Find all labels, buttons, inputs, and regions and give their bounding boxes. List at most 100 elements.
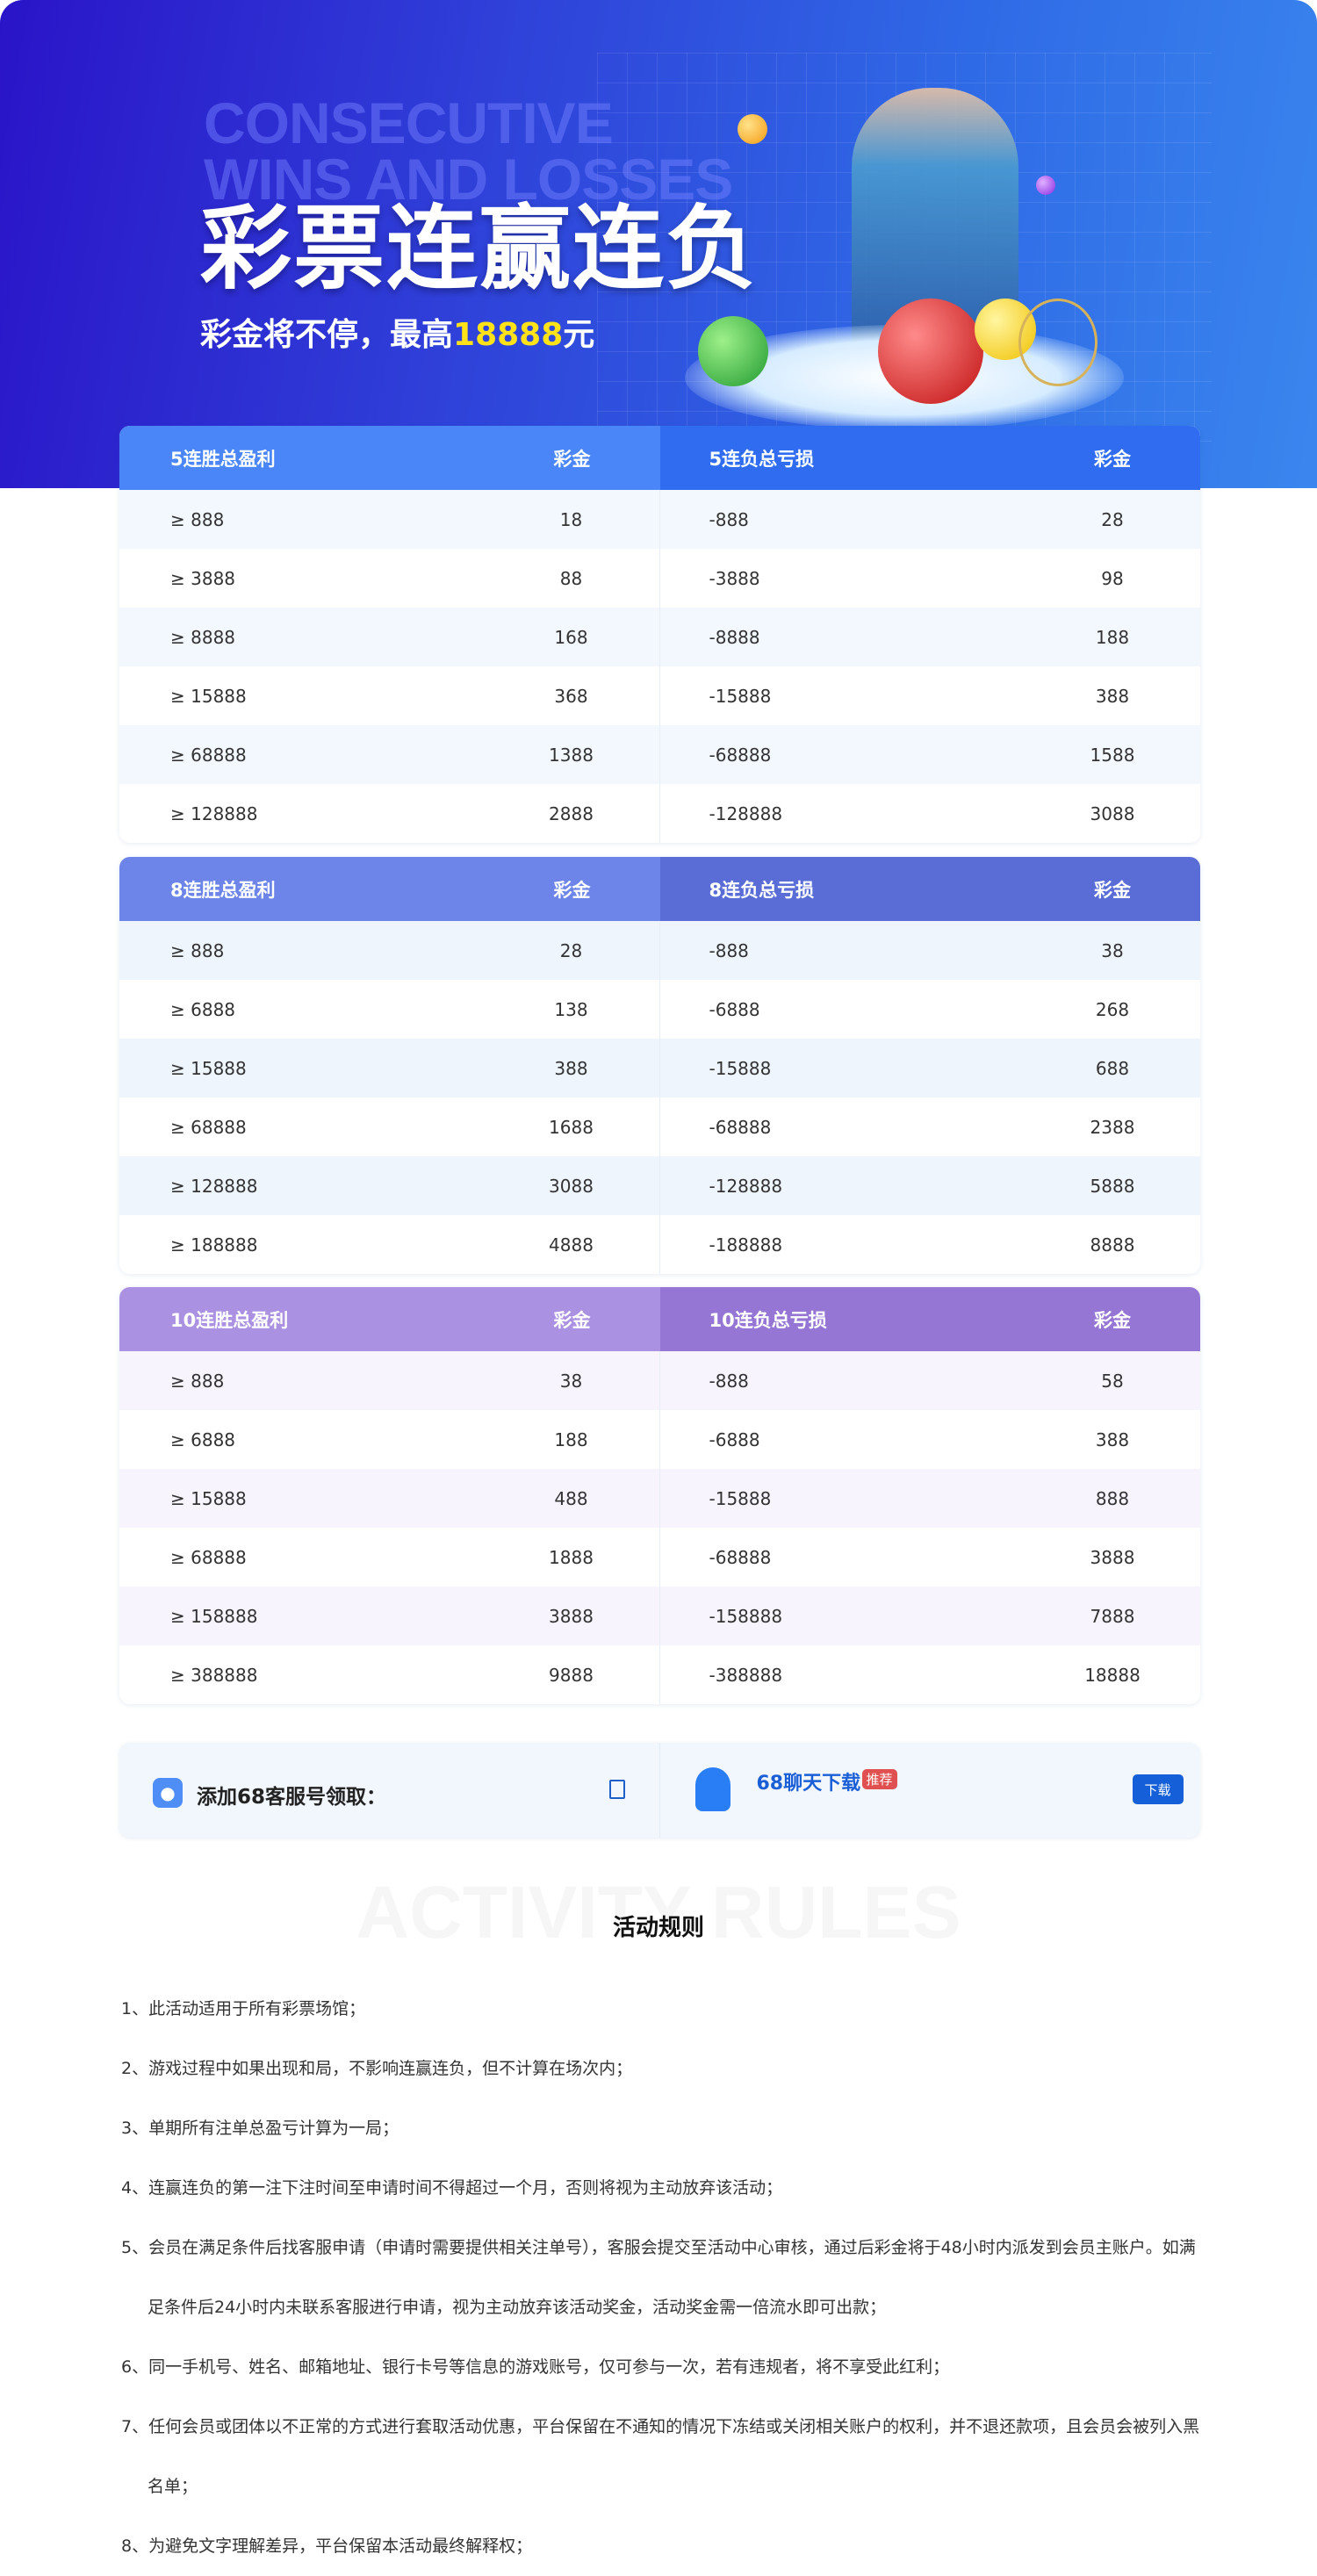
win-prize: 3088 — [549, 1175, 594, 1197]
table-row: ≥ 6888 138 -6888 268 — [119, 980, 1200, 1039]
win-prize: 9888 — [549, 1664, 594, 1686]
loss-prize: 388 — [1095, 1428, 1130, 1450]
win-prize: 488 — [554, 1487, 588, 1509]
loss-column-header: 10连负总亏损 — [709, 1309, 827, 1331]
reward-table: 8连胜总盈利 彩金 8连负总亏损 彩金 ≥ 888 28 -888 38 ≥ 6888 1… — [119, 857, 1200, 1274]
loss-prize: 3088 — [1090, 802, 1135, 824]
win-prize: 4888 — [549, 1234, 594, 1256]
table-row: ≥ 15888 388 -15888 688 — [119, 1039, 1200, 1097]
win-cell: ≥ 6888 188 — [119, 1410, 660, 1469]
loss-prize: 1588 — [1090, 744, 1135, 766]
table-header: 5连胜总盈利 彩金 5连负总亏损 彩金 — [119, 426, 1200, 490]
win-cell: ≥ 888 28 — [119, 921, 660, 980]
table-row: ≥ 68888 1388 -68888 1588 — [119, 725, 1200, 784]
win-prize: 1888 — [549, 1546, 594, 1568]
loss-threshold: -128888 — [709, 1175, 783, 1197]
loss-column-header: 8连负总亏损 — [709, 879, 815, 901]
loss-prize: 688 — [1095, 1057, 1130, 1079]
app-name: 68聊天下载 — [756, 1773, 861, 1795]
reward-table: 10连胜总盈利 彩金 10连负总亏损 彩金 ≥ 888 38 -888 58 ≥ 688… — [119, 1287, 1200, 1704]
lottery-ball-icon — [1036, 176, 1055, 195]
loss-threshold: -158888 — [709, 1605, 783, 1627]
prize-column-header: 彩金 — [553, 879, 591, 901]
loss-threshold: -188888 — [709, 1234, 783, 1256]
loss-threshold: -388888 — [709, 1664, 783, 1686]
win-threshold: ≥ 68888 — [170, 744, 247, 766]
win-threshold: ≥ 8888 — [170, 626, 236, 648]
loss-prize: 268 — [1095, 998, 1130, 1020]
win-threshold: ≥ 158888 — [170, 1605, 258, 1627]
loss-cell: -15888 888 — [660, 1469, 1201, 1528]
loss-prize: 388 — [1095, 685, 1130, 707]
loss-cell: -888 28 — [660, 490, 1201, 549]
loss-column-header: 5连负总亏损 — [709, 448, 815, 470]
loss-cell: -6888 388 — [660, 1410, 1201, 1469]
app-download-section: 68聊天下载 推荐 下载 — [660, 1743, 1201, 1838]
prize-column-header: 彩金 — [553, 448, 591, 470]
prize-column-header: 彩金 — [1094, 1309, 1131, 1331]
banner-en-line-1: CONSECUTIVE — [204, 90, 614, 155]
download-button[interactable]: 下载 — [1132, 1774, 1184, 1804]
win-threshold: ≥ 6888 — [170, 998, 236, 1020]
win-column-header: 5连胜总盈利 — [170, 448, 276, 470]
loss-prize: 38 — [1101, 939, 1124, 961]
win-threshold: ≥ 888 — [170, 1370, 225, 1392]
rule-item: 6、同一手机号、姓名、邮箱地址、银行卡号等信息的游戏账号，仅可参与一次，若有违规… — [121, 2357, 950, 2377]
win-threshold: ≥ 188888 — [170, 1234, 258, 1256]
win-threshold: ≥ 15888 — [170, 685, 247, 707]
win-threshold: ≥ 68888 — [170, 1546, 247, 1568]
table-row: ≥ 888 18 -888 28 — [119, 490, 1200, 549]
rule-item: 4、连赢连负的第一注下注时间至申请时间不得超过一个月，否则将视为主动放弃该活动； — [121, 2178, 783, 2198]
loss-cell: -158888 7888 — [660, 1587, 1201, 1645]
win-threshold: ≥ 6888 — [170, 1428, 236, 1450]
loss-cell: -128888 5888 — [660, 1156, 1201, 1215]
reward-table: 5连胜总盈利 彩金 5连负总亏损 彩金 ≥ 888 18 -888 28 ≥ 3888 8… — [119, 426, 1200, 843]
copy-icon[interactable] — [609, 1780, 625, 1799]
loss-cell: -6888 268 — [660, 980, 1201, 1039]
table-row: ≥ 158888 3888 -158888 7888 — [119, 1587, 1200, 1645]
loss-cell: -68888 3888 — [660, 1528, 1201, 1587]
loss-prize: 8888 — [1090, 1234, 1135, 1256]
loss-threshold: -3888 — [709, 567, 760, 589]
loss-threshold: -68888 — [709, 1546, 772, 1568]
lottery-ball-icon — [878, 299, 983, 404]
loss-cell: -888 58 — [660, 1351, 1201, 1410]
loss-cell: -888 38 — [660, 921, 1201, 980]
loss-cell: -188888 8888 — [660, 1215, 1201, 1274]
win-prize: 168 — [554, 626, 588, 648]
table-row: ≥ 68888 1688 -68888 2388 — [119, 1097, 1200, 1156]
lottery-cage-icon — [1018, 299, 1098, 386]
subtitle-amount: 18888 — [453, 317, 564, 353]
banner-title: 彩票连赢连负 — [200, 195, 759, 302]
loss-prize: 7888 — [1090, 1605, 1135, 1627]
win-cell: ≥ 128888 3088 — [119, 1156, 660, 1215]
banner-english-title: CONSECUTIVE WINS AND LOSSES — [204, 90, 733, 208]
loss-threshold: -128888 — [709, 802, 783, 824]
loss-cell: -68888 1588 — [660, 725, 1201, 784]
win-threshold: ≥ 888 — [170, 508, 225, 530]
win-header-cell: 10连胜总盈利 彩金 — [119, 1287, 660, 1351]
win-prize: 2888 — [549, 802, 594, 824]
loss-prize: 2388 — [1090, 1116, 1135, 1138]
banner-subtitle: 彩金将不停，最高18888元 — [200, 316, 594, 355]
win-prize: 28 — [559, 939, 583, 961]
win-column-header: 8连胜总盈利 — [170, 879, 276, 901]
win-threshold: ≥ 128888 — [170, 1175, 258, 1197]
loss-header-cell: 8连负总亏损 彩金 — [659, 857, 1200, 921]
win-threshold: ≥ 68888 — [170, 1116, 247, 1138]
table-row: ≥ 128888 2888 -128888 3088 — [119, 784, 1200, 843]
rules-list: 1、此活动适用于所有彩票场馆； 2、游戏过程中如果出现和局，不影响连赢连负，但不计… — [121, 1979, 1210, 2576]
octopus-app-icon: ● — [153, 1778, 183, 1808]
table-header: 10连胜总盈利 彩金 10连负总亏损 彩金 — [119, 1287, 1200, 1351]
loss-cell: -3888 98 — [660, 549, 1201, 608]
prize-column-header: 彩金 — [553, 1309, 591, 1331]
loss-header-cell: 10连负总亏损 彩金 — [659, 1287, 1200, 1351]
win-cell: ≥ 15888 368 — [119, 666, 660, 725]
loss-threshold: -68888 — [709, 744, 772, 766]
win-cell: ≥ 15888 388 — [119, 1039, 660, 1097]
table-row: ≥ 888 38 -888 58 — [119, 1351, 1200, 1410]
table-header: 8连胜总盈利 彩金 8连负总亏损 彩金 — [119, 857, 1200, 921]
win-cell: ≥ 68888 1388 — [119, 725, 660, 784]
rule-item: 8、为避免文字理解差异，平台保留本活动最终解释权； — [121, 2536, 533, 2556]
win-cell: ≥ 128888 2888 — [119, 784, 660, 843]
